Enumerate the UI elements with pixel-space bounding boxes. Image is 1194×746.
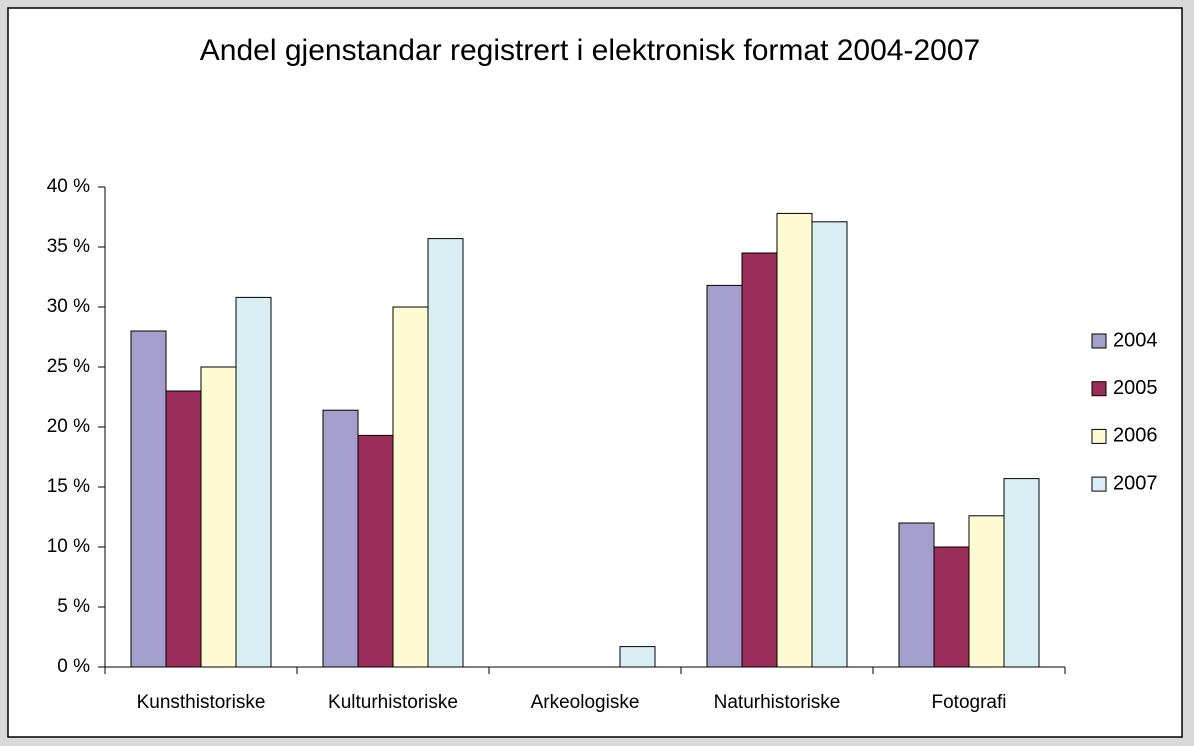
legend-swatch: [1091, 428, 1107, 444]
bar: [322, 409, 359, 668]
y-tick-label: 40 %: [47, 176, 90, 197]
legend-label: 2005: [1113, 377, 1158, 399]
y-tick-label: 25 %: [47, 356, 90, 377]
y-tick-label: 15 %: [47, 476, 90, 497]
y-tick-label: 20 %: [47, 416, 90, 437]
bar: [130, 330, 167, 668]
bar: [357, 434, 394, 668]
bar: [968, 515, 1005, 668]
y-tick-label: 30 %: [47, 296, 90, 317]
x-tick-label: Arkeologiske: [531, 692, 640, 713]
legend-swatch: [1091, 381, 1107, 397]
bar: [392, 306, 429, 668]
bar: [811, 221, 848, 668]
bar: [427, 238, 464, 668]
bar: [898, 522, 935, 668]
bar: [619, 646, 656, 668]
bar: [235, 296, 272, 668]
bar: [1003, 478, 1040, 668]
legend-swatch: [1091, 476, 1107, 492]
y-tick-label: 5 %: [57, 596, 90, 617]
y-tick-label: 0 %: [57, 656, 90, 677]
legend-label: 2006: [1113, 425, 1158, 447]
legend-label: 2004: [1113, 329, 1158, 351]
bar: [200, 366, 237, 668]
bar: [165, 390, 202, 668]
legend-label: 2007: [1113, 472, 1158, 494]
y-tick-label: 10 %: [47, 536, 90, 557]
bar: [933, 546, 970, 668]
bar: [741, 252, 778, 668]
bar: [776, 212, 813, 668]
y-tick-label: 35 %: [47, 236, 90, 257]
chart-title: Andel gjenstandar registrert i elektroni…: [200, 34, 980, 67]
bar: [706, 284, 743, 668]
x-tick-label: Fotografi: [932, 692, 1007, 713]
x-tick-label: Naturhistoriske: [714, 692, 841, 713]
x-tick-label: Kunsthistoriske: [137, 692, 266, 713]
legend-swatch: [1091, 333, 1107, 349]
x-tick-label: Kulturhistoriske: [328, 692, 458, 713]
